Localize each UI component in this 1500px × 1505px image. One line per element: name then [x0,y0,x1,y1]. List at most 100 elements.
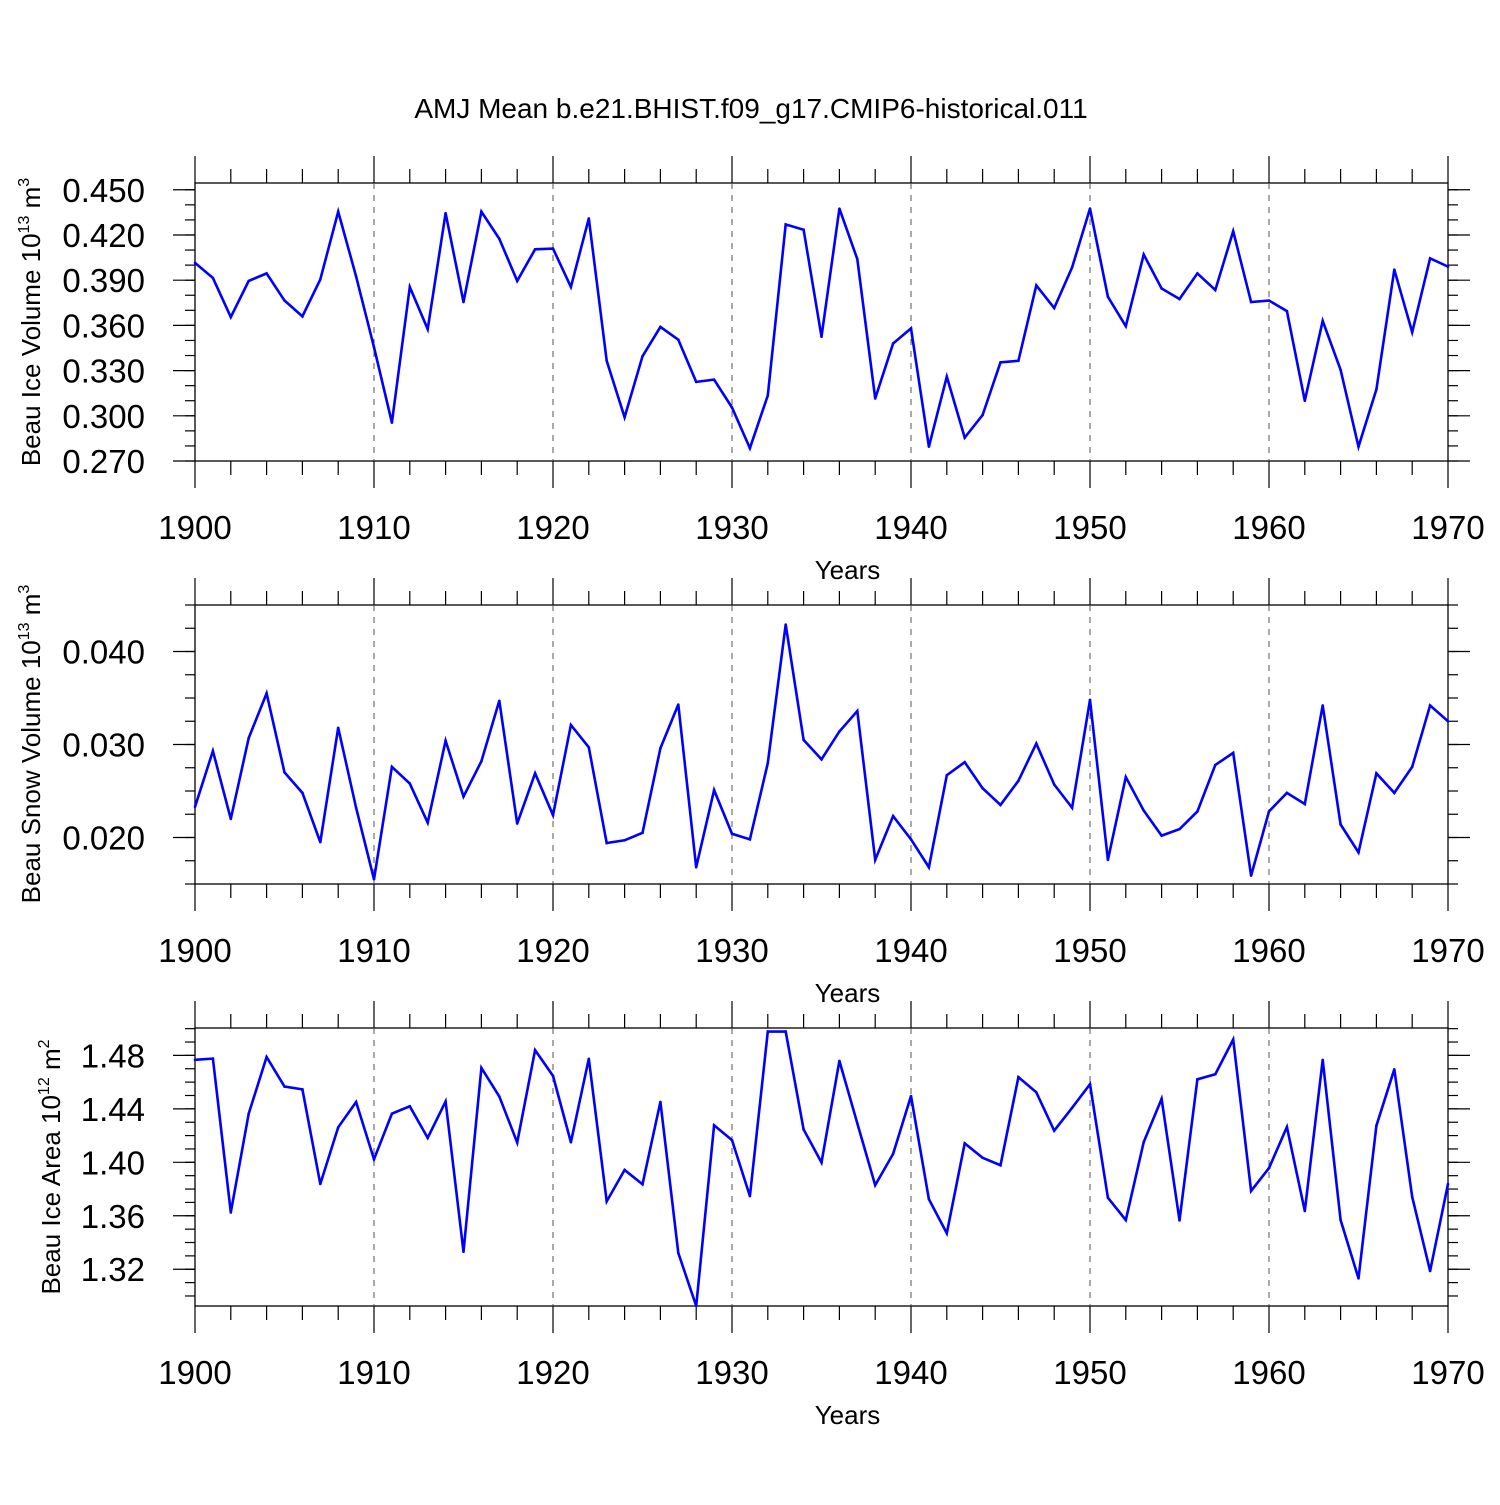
data-point [283,299,286,302]
data-point [677,703,680,706]
x-tick-label: 1940 [874,509,947,546]
data-point [587,1057,591,1061]
data-point [569,285,573,289]
data-point [587,745,591,749]
data-point [641,354,644,358]
data-point [1106,858,1110,862]
data-point [659,1100,662,1104]
data-point [462,300,465,304]
data-point [856,257,859,261]
data-point [498,237,501,241]
data-point [462,1250,465,1254]
data-point [390,421,394,424]
data-point [1321,1058,1324,1062]
data-point [981,786,984,790]
y-tick-label: 0.300 [62,398,145,435]
data-point [1196,810,1199,813]
data-point [444,1100,447,1103]
x-tick-label: 1960 [1232,932,1305,969]
data-point [426,1136,430,1140]
data-point [1393,1067,1396,1071]
data-point [1035,1090,1038,1094]
data-point [1231,1038,1235,1041]
data-point [981,1156,984,1160]
data-point [856,709,859,713]
data-point [444,739,447,743]
data-point [1142,253,1145,256]
data-point [1070,806,1074,810]
data-point [999,1163,1002,1167]
data-point [462,795,465,798]
data-point [1393,791,1396,795]
data-point [1124,324,1128,328]
data-point [1410,1195,1414,1199]
data-point [1088,1082,1092,1086]
data-point [1124,1218,1128,1222]
x-tick-label: 1900 [158,932,231,969]
data-point [766,394,770,397]
data-point [1124,775,1128,779]
panel-snow-volume: 1900 1910 1920 1930 1940 1950 1960 1970 Years 0.0… [16,578,1485,1008]
data-point [1357,851,1360,854]
y-tick-label: 1.44 [81,1091,145,1128]
data-point [838,1059,841,1063]
data-point [1303,802,1307,806]
data-point [301,1088,304,1091]
data-point [408,1105,412,1108]
x-tick-label: 1920 [516,509,589,546]
y-tick-label: 1.32 [81,1251,145,1288]
data-point [498,699,501,703]
data-point [1214,763,1217,767]
data-point [1446,1182,1450,1186]
data-point [426,327,430,331]
series-line-snow-volume [193,624,1449,880]
data-point [694,865,698,869]
data-point [748,1194,752,1198]
data-point [533,1048,537,1052]
data-point [999,361,1002,364]
y-tick-label: 0.030 [62,727,145,764]
x-tick-label: 1950 [1053,509,1126,546]
data-point [1088,207,1092,210]
data-point [301,315,304,318]
data-point [301,791,304,795]
data-point [551,1074,555,1078]
data-point [1231,229,1235,233]
panel-ice-area: 1900 1910 1920 1930 1940 1950 1960 1970 Years 1.3… [36,1001,1485,1430]
data-point [712,378,716,381]
y-tick-label: 1.48 [81,1037,145,1074]
data-point [569,723,573,727]
data-point [748,838,752,841]
data-point [211,749,215,753]
data-point [820,1161,823,1164]
data-point [1052,306,1056,310]
x-tick-label: 1930 [695,1354,768,1391]
data-point [1160,1097,1163,1101]
data-point [587,217,591,220]
data-point [1339,368,1342,372]
data-point [838,207,841,210]
data-point [1017,1075,1020,1079]
data-point [1035,742,1038,745]
data-point [265,1055,268,1059]
x-tick-label: 1950 [1053,1354,1126,1391]
data-point [766,761,770,765]
data-point [1428,257,1432,260]
data-point [981,413,984,417]
y-tick-label: 0.360 [62,307,145,344]
x-axis-label: Years [815,978,881,1008]
plot-frame [194,182,1449,462]
data-point [927,865,931,869]
x-tick-label: 1920 [516,1354,589,1391]
data-point [891,814,895,818]
y-tick-label: 1.40 [81,1144,145,1181]
y-axis-label: Beau Ice Area 1012 m2 [36,1039,66,1294]
data-point [390,1112,394,1115]
data-point [784,623,787,626]
data-point [390,765,394,769]
y-tick-label: 0.420 [62,217,145,254]
x-axis-label: Years [815,555,881,585]
data-point [712,1124,716,1127]
data-point [229,817,233,821]
data-point [909,1094,913,1098]
